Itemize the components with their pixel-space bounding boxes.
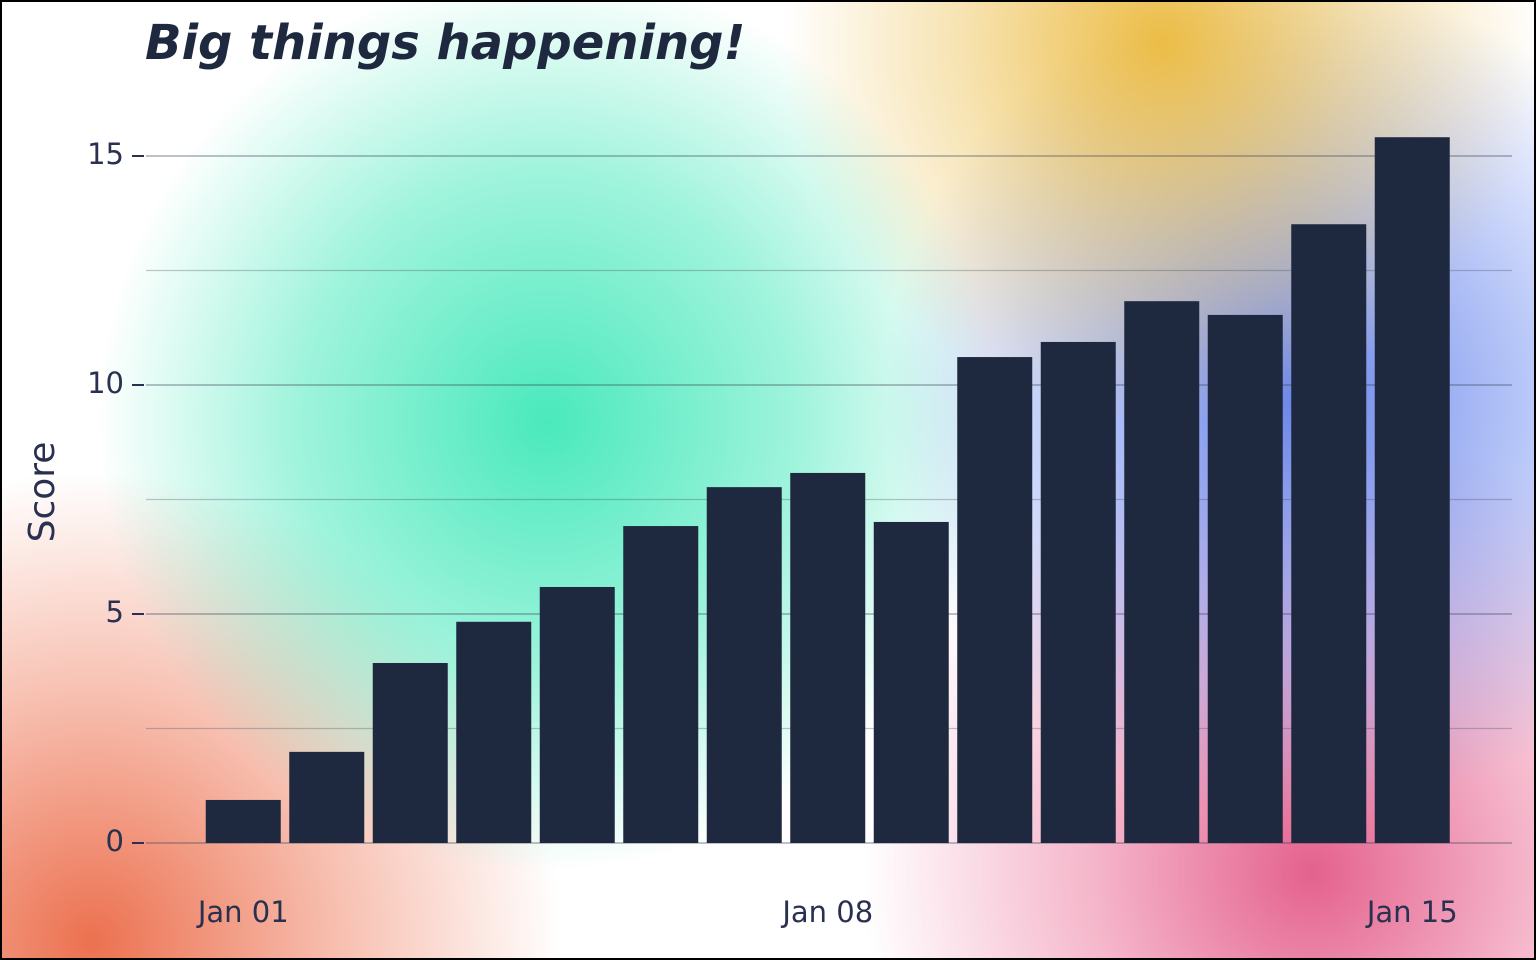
y-tick-label: 0: [106, 824, 124, 858]
x-tick-label: Jan 15: [1365, 895, 1458, 929]
x-tick-label: Jan 08: [780, 895, 873, 929]
x-tick-label: Jan 01: [196, 895, 289, 929]
y-tick-label: 5: [106, 595, 124, 629]
bar: [873, 521, 949, 843]
bar: [1124, 301, 1200, 843]
y-tick-label: 10: [87, 366, 124, 400]
bar: [706, 487, 782, 843]
chart-title: Big things happening!: [145, 15, 745, 71]
bar: [790, 472, 866, 843]
bar: [957, 357, 1033, 843]
bar: [289, 751, 365, 843]
bar: [372, 663, 448, 843]
bar: [623, 526, 699, 843]
bar: [1207, 314, 1283, 843]
y-tick-label: 15: [87, 137, 124, 171]
bar: [1291, 224, 1367, 843]
bar: [539, 586, 615, 843]
bar: [205, 799, 281, 843]
bar: [1040, 341, 1116, 843]
bar: [456, 621, 532, 843]
y-axis-label: Score: [22, 442, 63, 543]
bar: [1374, 137, 1450, 844]
